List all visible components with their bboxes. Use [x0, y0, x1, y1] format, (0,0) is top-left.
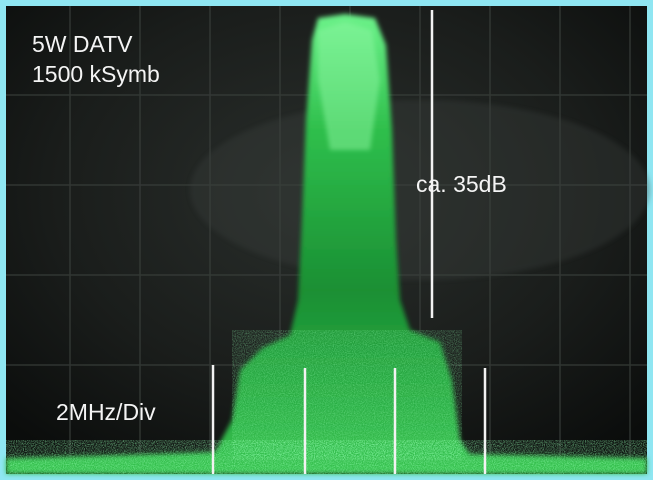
level-label: ca. 35dB [416, 171, 507, 197]
caption-power: 5W DATV [32, 31, 133, 57]
caption-rate: 1500 kSymb [32, 61, 160, 87]
markers [211, 10, 487, 474]
grid [6, 6, 647, 474]
scale-label: 2MHz/Div [56, 399, 156, 425]
spectrum [6, 14, 647, 474]
